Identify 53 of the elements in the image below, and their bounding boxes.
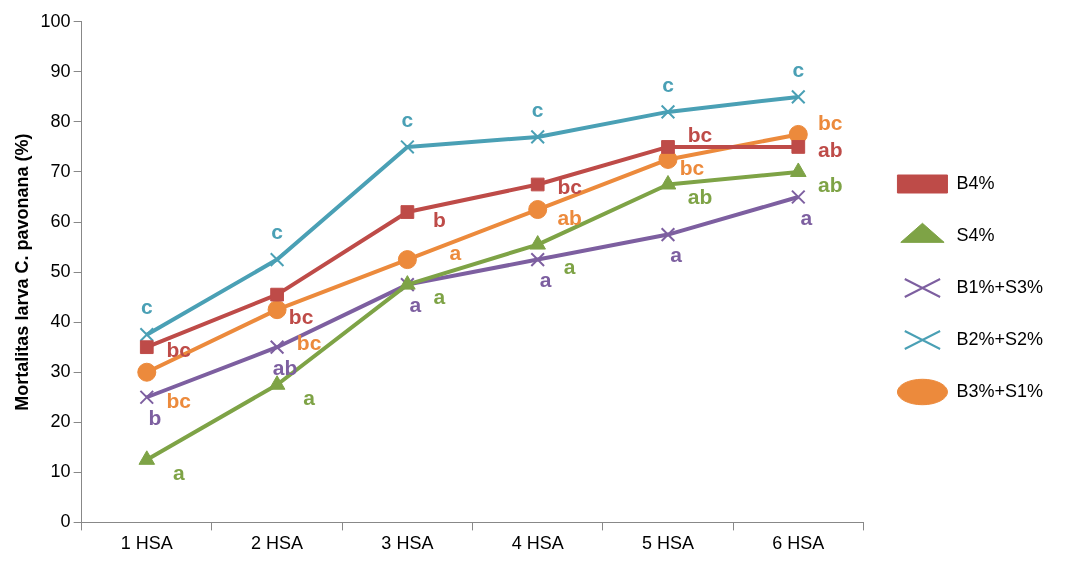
legend-label: B3%+S1%	[956, 380, 1044, 401]
data-label: ab	[272, 355, 298, 379]
data-label: bc	[557, 175, 583, 199]
data-label: bc	[296, 331, 322, 355]
y-tick-label: 50	[50, 261, 71, 282]
data-label: a	[303, 385, 316, 409]
data-label: a	[409, 293, 422, 317]
data-label: ab	[557, 206, 582, 230]
data-label: a	[433, 285, 446, 309]
data-label: bc	[818, 111, 843, 135]
x-tick-label: 1 HSA	[120, 533, 173, 554]
data-label: a	[172, 460, 185, 484]
data-label: a	[800, 205, 813, 229]
y-tick-label: 80	[50, 110, 71, 131]
data-label: a	[563, 255, 576, 279]
x-tick-label: 6 HSA	[772, 533, 825, 554]
x-tick-label: 2 HSA	[251, 533, 304, 554]
legend-label: B1%+S3%	[956, 276, 1044, 297]
data-label: c	[792, 57, 805, 81]
data-label: bc	[687, 122, 713, 146]
x-tick-label: 4 HSA	[511, 533, 564, 554]
y-tick-label: 0	[60, 511, 71, 532]
data-label: b	[148, 406, 162, 430]
y-tick-label: 90	[50, 60, 71, 81]
data-label: c	[531, 97, 544, 121]
legend-label: B2%+S2%	[956, 328, 1044, 349]
data-label: bc	[288, 305, 314, 329]
y-tick-label: 60	[50, 211, 71, 232]
y-axis-title: Mortalitas larva C. pavonana (%)	[11, 133, 32, 411]
y-tick-label: 20	[50, 411, 71, 432]
legend-label: B4%	[956, 172, 995, 193]
y-tick-label: 10	[50, 461, 71, 482]
data-label: c	[401, 107, 414, 131]
data-label: bc	[166, 337, 192, 361]
data-label: bc	[166, 389, 192, 413]
x-tick-label: 3 HSA	[381, 533, 434, 554]
data-label: c	[271, 220, 284, 244]
y-tick-label: 100	[40, 10, 71, 31]
data-label: bc	[679, 156, 705, 180]
data-label: c	[662, 72, 675, 96]
data-label: a	[539, 268, 552, 292]
x-tick-label: 5 HSA	[641, 533, 695, 554]
y-tick-label: 70	[50, 160, 71, 181]
data-label: a	[670, 243, 683, 267]
data-label: ab	[818, 172, 843, 196]
legend-label: S4%	[956, 224, 995, 245]
y-tick-label: 30	[50, 361, 71, 382]
y-tick-label: 40	[50, 311, 71, 332]
data-label: ab	[687, 185, 713, 209]
data-label: ab	[818, 137, 843, 161]
data-label: a	[449, 241, 462, 265]
data-label: b	[432, 207, 446, 231]
data-label: c	[140, 295, 153, 319]
